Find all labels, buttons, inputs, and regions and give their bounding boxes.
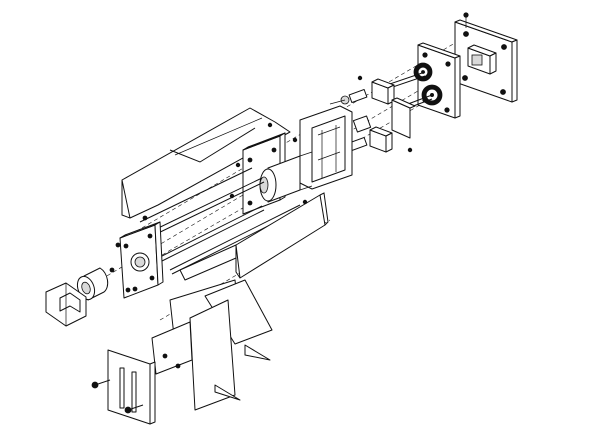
coupling-block-upper (371, 78, 395, 105)
stand-foot-triangles (214, 344, 271, 401)
u-bracket (45, 282, 87, 327)
bracket-upper (391, 97, 416, 139)
stand-bolts (91, 353, 181, 414)
fasteners-front (109, 215, 148, 292)
fasteners-frame (229, 75, 413, 205)
top-shell-cover (121, 107, 291, 219)
coupling-block-lower (369, 126, 393, 153)
rear-bearing-block (463, 12, 497, 75)
center-carriage-frame (299, 105, 372, 190)
bottom-shell-cover (179, 192, 329, 281)
guide-rods (139, 167, 303, 275)
front-end-plate (119, 221, 164, 299)
lower-mount-plate (107, 349, 156, 425)
stepper-motor (259, 151, 313, 203)
stand-leg-panel (151, 299, 236, 411)
